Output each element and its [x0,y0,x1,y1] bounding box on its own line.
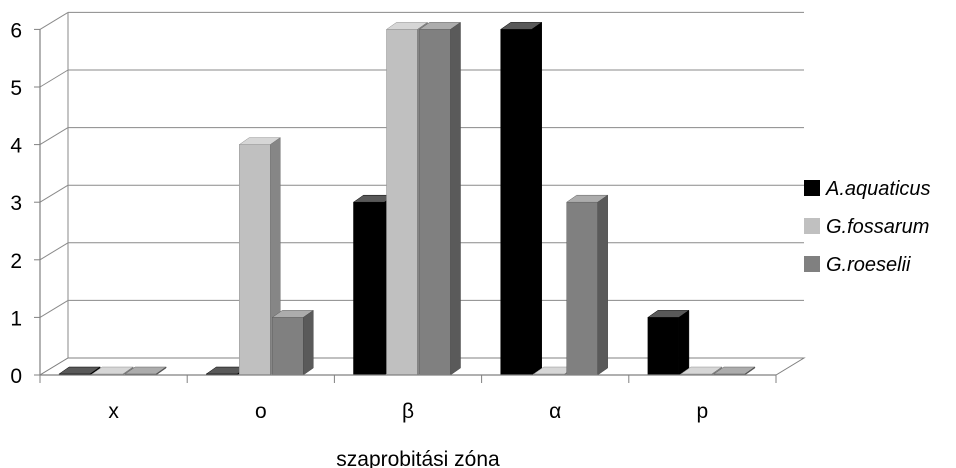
x-tick-label: p [697,400,709,423]
y-tick-label: 2 [10,250,22,273]
bar [499,21,543,376]
bar [418,21,462,376]
gridline-side [39,69,69,88]
y-tick-label: 6 [10,19,22,42]
bars [58,21,756,376]
legend-swatch [804,180,820,196]
legend-label: G.fossarum [826,216,929,238]
x-tick-label: β [402,400,414,423]
x-tick-label: o [255,400,267,423]
y-tick-label: 0 [10,365,22,388]
legend-item: G.roeselii [804,254,911,276]
bar [271,309,315,376]
gridline-side [39,11,69,30]
legend-swatch [804,256,820,272]
y-axis: 0 1 2 3 4 5 6 [10,19,41,388]
x-tick-label: α [549,400,561,423]
legend: A.aquaticus G.fossarum G.roeselii [804,178,931,276]
y-tick-label: 4 [10,135,22,158]
x-axis-title: szaprobitási zóna [336,448,500,468]
gridline-side [39,242,69,261]
y-tick-label: 1 [10,307,22,330]
legend-label: A.aquaticus [825,178,931,200]
y-tick-label: 3 [10,192,22,215]
bar [647,309,690,376]
bar [565,194,609,376]
x-tick-label: x [108,400,119,423]
legend-label: G.roeselii [826,254,911,276]
legend-item: G.fossarum [804,216,929,238]
legend-swatch [804,218,820,234]
gridline-side [39,127,69,146]
legend-item: A.aquaticus [804,178,931,200]
gridline-side [39,184,69,203]
gridline-side [39,299,69,318]
y-tick-label: 5 [10,77,22,100]
